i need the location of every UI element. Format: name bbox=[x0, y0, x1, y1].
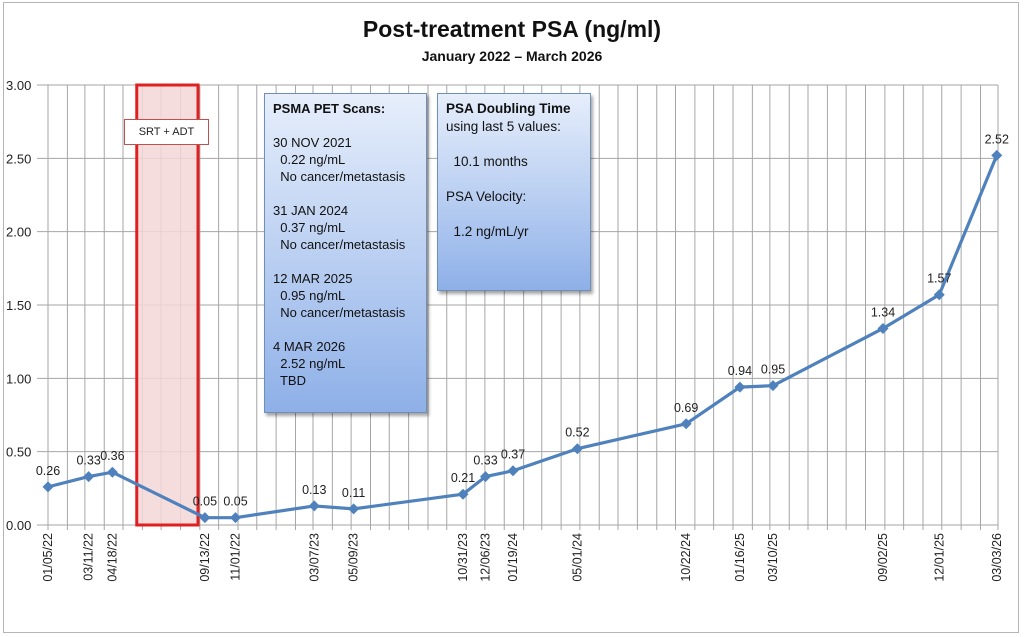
data-label: 0.21 bbox=[451, 471, 475, 485]
note-line bbox=[273, 253, 418, 270]
x-tick-label: 04/18/22 bbox=[105, 533, 119, 582]
data-point-marker bbox=[991, 149, 1003, 161]
data-point-marker bbox=[106, 466, 118, 478]
data-point-marker bbox=[767, 380, 779, 392]
x-tick-label: 03/10/25 bbox=[766, 533, 780, 582]
note-line: No cancer/metastasis bbox=[273, 169, 406, 184]
data-point-marker bbox=[507, 465, 519, 477]
x-tick-label: 09/02/25 bbox=[876, 533, 890, 582]
chart-frame bbox=[3, 2, 1019, 633]
data-label: 0.95 bbox=[761, 363, 785, 377]
note-line: 0.37 ng/mL bbox=[273, 220, 346, 235]
data-label: 0.26 bbox=[36, 464, 60, 478]
series-layer bbox=[42, 149, 1003, 524]
data-point-marker bbox=[42, 481, 54, 493]
note-line bbox=[446, 206, 582, 223]
x-tick-label: 09/13/22 bbox=[198, 533, 212, 582]
treatment-band-layer bbox=[135, 83, 200, 527]
x-tick-label: 01/05/22 bbox=[41, 533, 55, 582]
note-line: TBD bbox=[273, 373, 306, 388]
data-labels: 0.260.33 0.360.05 0.050.13 0.110.210.33 0.37… bbox=[36, 132, 1009, 508]
note-line: No cancer/metastasis bbox=[273, 237, 406, 252]
data-point-marker bbox=[480, 471, 491, 483]
data-label: 1.34 bbox=[871, 305, 895, 319]
x-tick-label: 03/11/22 bbox=[82, 533, 96, 581]
y-tick-label: 1.50 bbox=[6, 298, 31, 313]
data-point-marker bbox=[230, 512, 241, 524]
note-line: using last 5 values: bbox=[446, 119, 561, 134]
note-line: 4 MAR 2026 bbox=[273, 339, 346, 354]
note-line bbox=[273, 321, 418, 338]
data-point-marker bbox=[457, 488, 469, 500]
note-line: 12 MAR 2025 bbox=[273, 271, 353, 286]
data-label: 0.33 bbox=[473, 454, 497, 468]
y-tick-label: 0.00 bbox=[6, 518, 31, 533]
data-point-marker bbox=[877, 322, 889, 334]
psa-doubling-time-box: PSA Doubling Time using last 5 values: 10… bbox=[437, 93, 591, 291]
axes: 0.00 0.50 1.00 1.50 2.00 2.50 3.00 01/05/22 03/1… bbox=[6, 78, 1004, 582]
data-label: 0.11 bbox=[342, 486, 365, 500]
data-point-marker bbox=[571, 443, 583, 455]
note-line: PSMA PET Scans: bbox=[273, 101, 386, 116]
data-point-marker bbox=[734, 381, 746, 393]
data-point-marker bbox=[348, 503, 360, 515]
data-label: 2.52 bbox=[985, 132, 1009, 146]
y-tick-label: 2.00 bbox=[6, 225, 31, 240]
data-label: 0.05 bbox=[193, 495, 217, 509]
data-label: 0.36 bbox=[100, 449, 124, 463]
data-label: 0.69 bbox=[674, 401, 698, 415]
chart-title: Post-treatment PSA (ng/ml) bbox=[362, 16, 662, 42]
treatment-band bbox=[135, 83, 200, 527]
data-label: 0.05 bbox=[223, 495, 247, 509]
data-label: 0.13 bbox=[302, 483, 326, 497]
note-line: 31 JAN 2024 bbox=[273, 203, 349, 218]
data-label: 0.94 bbox=[728, 364, 752, 378]
note-line: PSA Doubling Time bbox=[446, 101, 571, 116]
data-label: 0.52 bbox=[565, 426, 589, 440]
data-label: 0.33 bbox=[76, 454, 100, 468]
data-point-marker bbox=[83, 471, 95, 483]
note-line bbox=[273, 185, 418, 202]
x-tick-label: 01/16/25 bbox=[733, 533, 747, 582]
data-label: 1.57 bbox=[927, 272, 951, 286]
x-tick-label: 12/01/25 bbox=[932, 533, 946, 582]
data-point-marker bbox=[680, 418, 692, 430]
psma-pet-scans-box: PSMA PET Scans: 30 NOV 2021 0.22 ng/mL No… bbox=[264, 93, 427, 413]
note-line bbox=[446, 171, 582, 188]
note-line: 1.2 ng/mL/yr bbox=[446, 224, 529, 239]
y-tick-label: 1.00 bbox=[6, 371, 31, 386]
x-tick-label: 10/31/23 bbox=[456, 533, 470, 582]
x-tick-label: 03/03/26 bbox=[990, 533, 1004, 582]
note-line: 0.95 ng/mL bbox=[273, 288, 346, 303]
note-line: 10.1 months bbox=[446, 154, 528, 169]
chart-subtitle: January 2022 – March 2026 bbox=[421, 48, 603, 64]
note-line: No cancer/metastasis bbox=[273, 305, 406, 320]
x-tick-label: 12/06/23 bbox=[479, 533, 493, 582]
y-tick-label: 0.50 bbox=[6, 445, 31, 460]
x-tick-label: 01/19/24 bbox=[506, 533, 520, 582]
note-line: 2.52 ng/mL bbox=[273, 356, 346, 371]
note-line: 0.22 ng/mL bbox=[273, 152, 346, 167]
x-tick-label: 11/01/22 bbox=[229, 533, 243, 581]
x-tick-label: 05/01/24 bbox=[570, 533, 584, 582]
y-tick-label: 2.50 bbox=[6, 151, 31, 166]
data-point-marker bbox=[199, 512, 211, 524]
x-tick-label: 10/22/24 bbox=[679, 533, 693, 582]
data-point-marker bbox=[308, 500, 320, 512]
note-line: PSA Velocity: bbox=[446, 189, 527, 204]
note-line bbox=[446, 136, 582, 153]
note-line: 30 NOV 2021 bbox=[273, 135, 352, 150]
y-tick-label: 3.00 bbox=[6, 78, 31, 93]
x-tick-label: 03/07/23 bbox=[307, 533, 321, 582]
note-line bbox=[273, 117, 418, 134]
data-point-marker bbox=[933, 289, 945, 301]
x-tick-label: 05/09/23 bbox=[347, 533, 361, 582]
data-label: 0.37 bbox=[501, 448, 525, 462]
treatment-band-label: SRT + ADT bbox=[124, 119, 209, 145]
